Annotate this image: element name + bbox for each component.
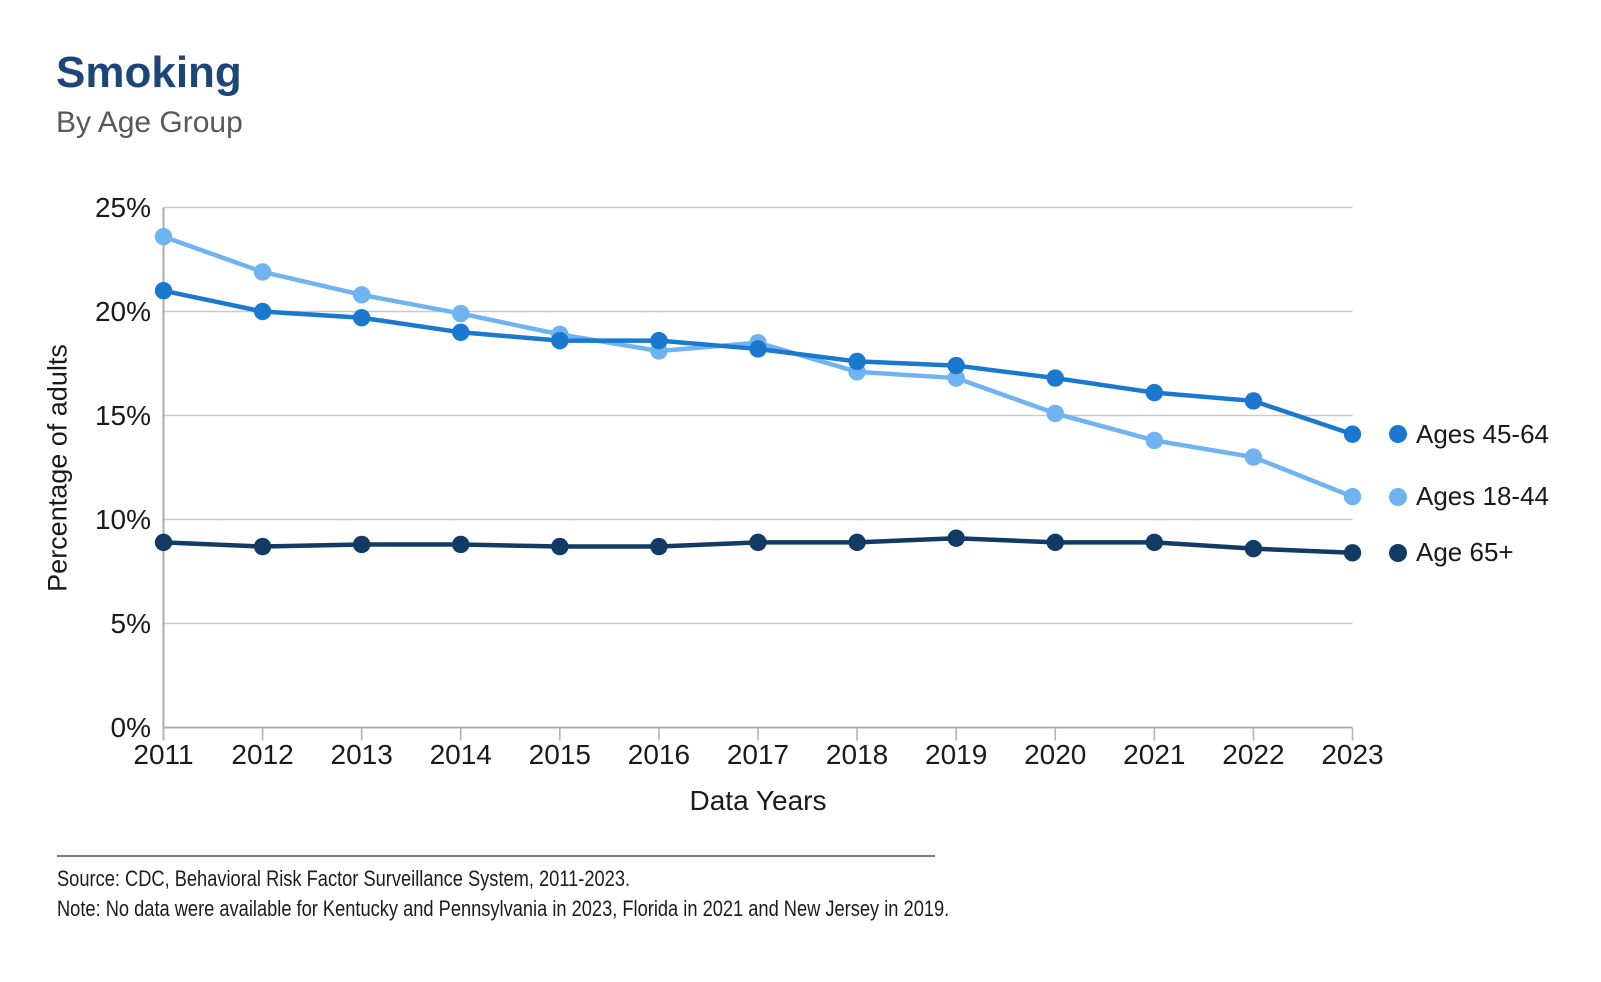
data-point-ages-18-44-2023 — [1343, 487, 1362, 506]
x-tick-label-2019: 2019 — [925, 739, 988, 770]
legend-dot-icon — [1389, 487, 1407, 506]
data-point-age-65-2016 — [650, 537, 668, 556]
data-point-ages-18-44-2019 — [947, 369, 965, 387]
y-axis-title: Percentage of adults — [42, 344, 73, 592]
data-point-ages-45-64-2020 — [1046, 369, 1064, 387]
note-text: Note: No data were available for Kentuck… — [57, 896, 950, 921]
x-tick-label-2012: 2012 — [231, 739, 294, 770]
x-tick-label-2013: 2013 — [330, 739, 393, 770]
data-point-age-65-2019 — [947, 529, 965, 547]
x-tick-label-2015: 2015 — [528, 739, 591, 770]
data-point-age-65-2017 — [749, 533, 767, 552]
y-tick-label-25: 25% — [94, 191, 151, 223]
data-point-age-65-2020 — [1046, 533, 1064, 552]
source-text: Source: CDC, Behavioral Risk Factor Surv… — [57, 866, 631, 891]
data-point-ages-45-64-2015 — [551, 331, 569, 350]
data-point-ages-45-64-2019 — [947, 356, 965, 375]
x-tick-label-2014: 2014 — [429, 739, 492, 770]
data-point-ages-45-64-2021 — [1145, 383, 1164, 402]
data-point-ages-45-64-2022 — [1244, 392, 1263, 410]
footer-divider — [57, 855, 935, 857]
data-point-ages-45-64-2023 — [1343, 425, 1362, 443]
series-line-ages-18-44 — [161, 234, 1355, 499]
data-point-ages-45-64-2011 — [154, 282, 173, 300]
y-tick-label-20: 20% — [94, 295, 151, 327]
x-tick-label-2016: 2016 — [627, 739, 691, 770]
y-tick-label-10: 10% — [94, 503, 151, 535]
legend-label: Age 65+ — [1416, 537, 1514, 568]
legend-dot-icon — [1389, 543, 1407, 562]
x-tick-label-2022: 2022 — [1222, 739, 1285, 770]
legend-label: Ages 45-64 — [1416, 418, 1549, 449]
page-subtitle: By Age Group — [56, 106, 243, 139]
data-point-ages-18-44-2020 — [1046, 404, 1064, 423]
data-point-age-65-2022 — [1244, 539, 1263, 558]
data-point-ages-45-64-2013 — [352, 309, 371, 327]
data-point-ages-18-44-2021 — [1145, 431, 1164, 450]
data-point-ages-18-44-2014 — [452, 304, 470, 323]
data-point-age-65-2015 — [551, 537, 569, 556]
x-tick-label-2011: 2011 — [133, 739, 194, 770]
data-point-age-65-2012 — [253, 537, 272, 556]
data-point-age-65-2013 — [352, 535, 371, 554]
data-point-ages-18-44-2012 — [253, 263, 272, 281]
data-point-age-65-2023 — [1343, 544, 1362, 562]
x-axis-title: Data Years — [689, 785, 827, 816]
data-point-age-65-2014 — [452, 535, 470, 554]
legend-item-ages-45-64: Ages 45-64 — [1389, 419, 1549, 449]
data-point-age-65-2018 — [848, 533, 866, 552]
x-tick-label-2017: 2017 — [726, 739, 790, 770]
x-tick-label-2023: 2023 — [1321, 739, 1384, 770]
y-tick-label-15: 15% — [94, 399, 151, 431]
page-title: Smoking — [56, 48, 242, 97]
data-point-ages-18-44-2022 — [1244, 448, 1263, 466]
y-tick-label-0: 0% — [110, 711, 151, 743]
data-point-ages-18-44-2013 — [352, 286, 371, 304]
legend-item-ages-18-44: Ages 18-44 — [1389, 481, 1549, 512]
x-tick-label-2021: 2021 — [1123, 739, 1186, 770]
y-tick-label-5: 5% — [110, 607, 151, 639]
data-point-age-65-2011 — [154, 533, 173, 552]
data-point-ages-45-64-2018 — [848, 352, 866, 371]
legend-item-age-65: Age 65+ — [1389, 537, 1514, 568]
legend-dot-icon — [1389, 425, 1407, 444]
data-point-ages-45-64-2014 — [452, 323, 470, 341]
data-point-age-65-2021 — [1145, 533, 1164, 552]
data-point-ages-45-64-2016 — [650, 331, 668, 350]
data-point-ages-45-64-2012 — [253, 302, 272, 321]
x-tick-label-2020: 2020 — [1024, 739, 1087, 770]
data-point-ages-45-64-2017 — [749, 340, 767, 358]
x-tick-label-2018: 2018 — [825, 739, 889, 770]
legend-label: Ages 18-44 — [1416, 481, 1549, 512]
data-point-ages-18-44-2011 — [154, 227, 173, 246]
